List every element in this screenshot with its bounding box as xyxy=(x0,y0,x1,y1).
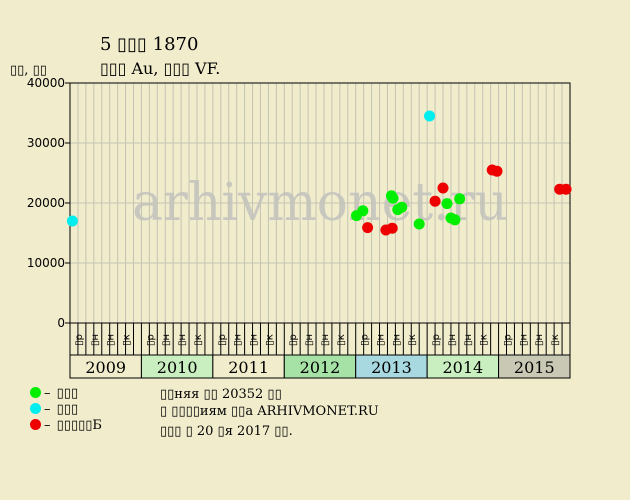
data-point xyxy=(424,110,436,122)
month-label: ▯к xyxy=(479,334,490,346)
legend-item: – ▯▯▯ xyxy=(30,402,102,418)
month-label: ▯н xyxy=(177,334,188,346)
data-point xyxy=(413,218,425,230)
legend-item: – ▯▯▯▯▯Б xyxy=(30,418,102,434)
year-label: 2011 xyxy=(228,358,269,377)
plot-frame xyxy=(69,82,571,324)
info-text-2: ▯ ▯▯▯▯иям ▯▯а ARHIVMONET.RU xyxy=(160,404,379,419)
chart-title: 5 ▯▯▯ 1870 xyxy=(100,34,198,55)
month-label: ▯н xyxy=(375,334,386,346)
month-label: ▯н xyxy=(320,334,331,346)
data-point xyxy=(449,214,461,226)
month-label: ▯р xyxy=(217,334,228,346)
info-text-1: ▯▯няя ▯▯ 20352 ▯▯ xyxy=(160,387,282,402)
month-label: ▯н xyxy=(391,334,402,346)
y-tick-label: 10000 xyxy=(27,256,65,270)
month-label: ▯к xyxy=(407,334,418,346)
y-tick-label: 20000 xyxy=(27,196,65,210)
legend-label: ▯▯▯ xyxy=(56,386,79,401)
y-tick-label: 0 xyxy=(57,316,65,330)
data-point xyxy=(429,195,441,207)
month-label: ▯р xyxy=(502,334,513,346)
legend-dot-cyan-icon xyxy=(30,403,41,414)
y-tick-label: 30000 xyxy=(27,136,65,150)
month-label: ▯н xyxy=(447,334,458,346)
data-point xyxy=(386,222,398,234)
chart-subtitle: ▯▯▯ Au, ▯▯▯ VF. xyxy=(100,59,220,78)
data-point xyxy=(441,198,453,210)
year-cell xyxy=(498,354,571,379)
month-label: ▯к xyxy=(122,334,133,346)
month-label: ▯н xyxy=(106,334,117,346)
data-point xyxy=(437,182,449,194)
data-point xyxy=(387,192,399,204)
data-point xyxy=(491,165,503,177)
month-label: ▯р xyxy=(74,334,85,346)
month-label: ▯н xyxy=(304,334,315,346)
year-label: 2013 xyxy=(371,358,412,377)
y-axis-label: ▯▯, ▯▯ xyxy=(10,63,47,78)
data-point xyxy=(396,201,408,213)
month-label: ▯р xyxy=(145,334,156,346)
year-label: 2009 xyxy=(85,358,126,377)
year-label: 2014 xyxy=(442,358,483,377)
legend-label: ▯▯▯▯▯Б xyxy=(56,418,102,433)
data-point xyxy=(66,215,78,227)
legend-item: – ▯▯▯ xyxy=(30,386,102,402)
month-label: ▯к xyxy=(550,334,561,346)
data-point xyxy=(454,193,466,205)
month-label: ▯к xyxy=(193,334,204,346)
year-label: 2012 xyxy=(300,358,341,377)
data-point xyxy=(357,205,369,217)
data-point xyxy=(362,222,374,234)
month-label: ▯н xyxy=(161,334,172,346)
legend: – ▯▯▯ – ▯▯▯ – ▯▯▯▯▯Б xyxy=(30,386,102,434)
data-point xyxy=(560,183,572,195)
legend-dot-red-icon xyxy=(30,419,41,430)
month-label: ▯н xyxy=(518,334,529,346)
month-label: ▯н xyxy=(233,334,244,346)
month-label: ▯н xyxy=(249,334,260,346)
month-label: ▯н xyxy=(534,334,545,346)
month-label: ▯к xyxy=(336,334,347,346)
legend-label: ▯▯▯ xyxy=(56,402,79,417)
y-tick-label: 40000 xyxy=(27,76,65,90)
month-label: ▯н xyxy=(90,334,101,346)
year-label: 2010 xyxy=(157,358,198,377)
month-label: ▯к xyxy=(264,334,275,346)
month-label: ▯р xyxy=(431,334,442,346)
info-text-3: ▯▯▯ ▯ 20 ▯я 2017 ▯▯. xyxy=(160,424,293,439)
legend-dot-green-icon xyxy=(30,387,41,398)
month-label: ▯р xyxy=(360,334,371,346)
month-label: ▯р xyxy=(288,334,299,346)
year-label: 2015 xyxy=(514,358,555,377)
month-label: ▯н xyxy=(463,334,474,346)
